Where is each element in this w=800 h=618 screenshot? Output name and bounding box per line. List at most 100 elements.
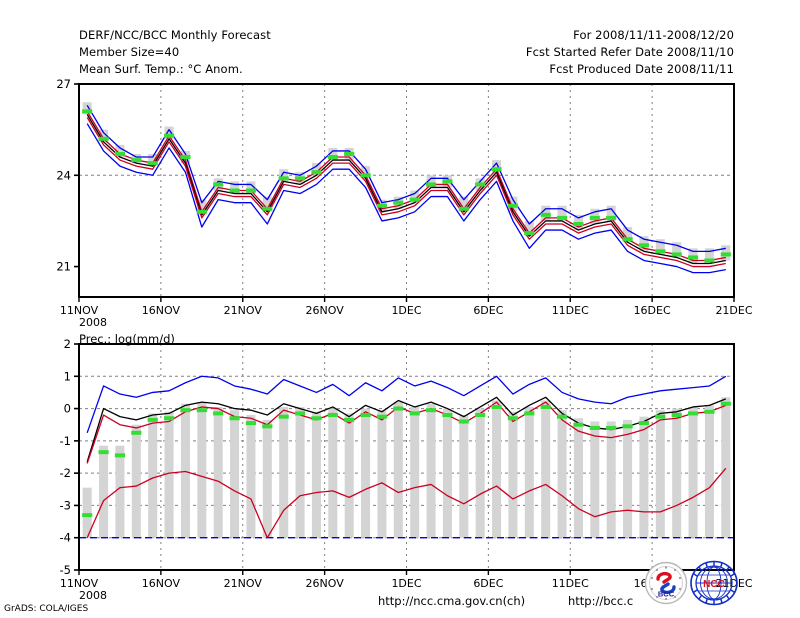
spread-box — [262, 419, 272, 538]
median-marker — [442, 413, 453, 418]
median-marker — [720, 252, 731, 257]
spread-box — [393, 402, 403, 538]
x-tick-label: 21NOV — [224, 304, 263, 317]
spread-box — [230, 181, 240, 194]
median-marker — [638, 243, 650, 248]
median-marker — [655, 249, 666, 254]
spread-box — [99, 129, 109, 142]
spread-box — [328, 408, 338, 538]
spread-box — [180, 403, 190, 538]
median-marker — [327, 155, 338, 160]
median-marker — [622, 237, 633, 242]
y-tick-label: -2 — [60, 466, 71, 480]
spread-box — [721, 397, 731, 538]
y-tick-label: -4 — [60, 531, 71, 545]
spread-box — [459, 415, 469, 538]
median-marker — [229, 188, 240, 193]
series-line — [86, 467, 727, 539]
median-marker — [638, 421, 650, 426]
x-tick-label: 21DEC — [715, 304, 752, 317]
spread-box — [459, 196, 469, 212]
spread-box — [655, 239, 665, 255]
spread-box — [573, 418, 583, 538]
median-marker — [671, 252, 682, 257]
spread-box — [361, 166, 371, 179]
median-marker — [344, 151, 355, 156]
spread-box — [606, 421, 616, 538]
median-marker — [229, 416, 240, 421]
median-marker — [458, 206, 469, 211]
spread-box — [279, 406, 289, 538]
median-marker — [147, 417, 158, 422]
x-tick-label: 21DEC — [715, 577, 752, 590]
median-marker — [131, 430, 142, 435]
x-tick-label: 6DEC — [473, 577, 503, 590]
median-marker — [213, 182, 224, 187]
footer-url-ncc[interactable]: http://ncc.cma.gov.cn(ch) — [378, 594, 526, 608]
spread-box — [82, 487, 92, 538]
spread-box — [361, 408, 371, 538]
x-tick-label: 11NOV — [60, 577, 99, 590]
median-marker — [671, 413, 682, 418]
median-marker — [507, 203, 519, 208]
spread-box — [131, 424, 141, 538]
median-marker — [475, 182, 486, 187]
series-line — [86, 375, 727, 434]
x-tick-label: 26NOV — [306, 304, 345, 317]
median-marker — [704, 409, 715, 414]
spread-box — [344, 413, 354, 538]
footer-url-bcc[interactable]: http://bcc.c — [568, 594, 634, 608]
spread-box — [164, 126, 174, 139]
median-marker — [556, 414, 568, 419]
spread-box — [279, 169, 289, 182]
x-tick-label: 16DEC — [634, 304, 671, 317]
y-tick-label: 24 — [56, 168, 71, 182]
median-marker — [687, 255, 699, 260]
header-start-date: Fcst Started Refer Date 2008/11/10 — [525, 45, 734, 59]
median-marker — [573, 422, 584, 427]
median-marker — [311, 170, 322, 175]
spread-box — [410, 406, 420, 538]
median-marker — [720, 401, 731, 406]
spread-box — [475, 408, 485, 538]
ncc-logo: NCC — [690, 560, 738, 606]
spread-box — [672, 242, 682, 258]
x-tick-label: 11NOV — [60, 304, 99, 317]
median-marker — [82, 109, 93, 114]
series-line — [86, 117, 726, 268]
spread-box — [508, 411, 518, 538]
median-marker — [114, 453, 126, 458]
spread-box — [426, 403, 436, 538]
x-tick-label: 16NOV — [142, 577, 181, 590]
spread-box — [115, 445, 125, 538]
median-marker — [278, 414, 289, 419]
spread-box — [246, 415, 256, 538]
series-line — [86, 401, 727, 464]
median-marker — [507, 416, 519, 421]
header-produced-date: Fcst Produced Date 2008/11/11 — [549, 62, 734, 76]
x-tick-label: 1DEC — [391, 304, 421, 317]
series-line — [86, 123, 726, 274]
spread-box — [311, 411, 321, 538]
spread-box — [704, 405, 714, 538]
spread-box — [590, 421, 600, 538]
median-marker — [491, 404, 502, 409]
median-marker — [540, 404, 551, 409]
spread-box — [606, 205, 616, 221]
median-marker — [687, 411, 699, 416]
precip-panel-title: Prec.: log(mm/d) — [79, 332, 175, 346]
footer-grads-credit: GrADS: COLA/IGES — [4, 604, 89, 614]
spread-box — [148, 413, 158, 538]
bcc-logo-label: BCC — [658, 590, 675, 599]
spread-box — [704, 248, 714, 264]
spread-box — [197, 402, 207, 538]
spread-box — [623, 227, 633, 243]
median-marker — [524, 231, 535, 236]
median-marker — [442, 179, 453, 184]
spread-box — [426, 175, 436, 188]
x-tick-label: 26NOV — [306, 577, 345, 590]
spread-box — [524, 406, 534, 538]
x-tick-label: 6DEC — [473, 304, 503, 317]
spread-box — [492, 160, 502, 173]
